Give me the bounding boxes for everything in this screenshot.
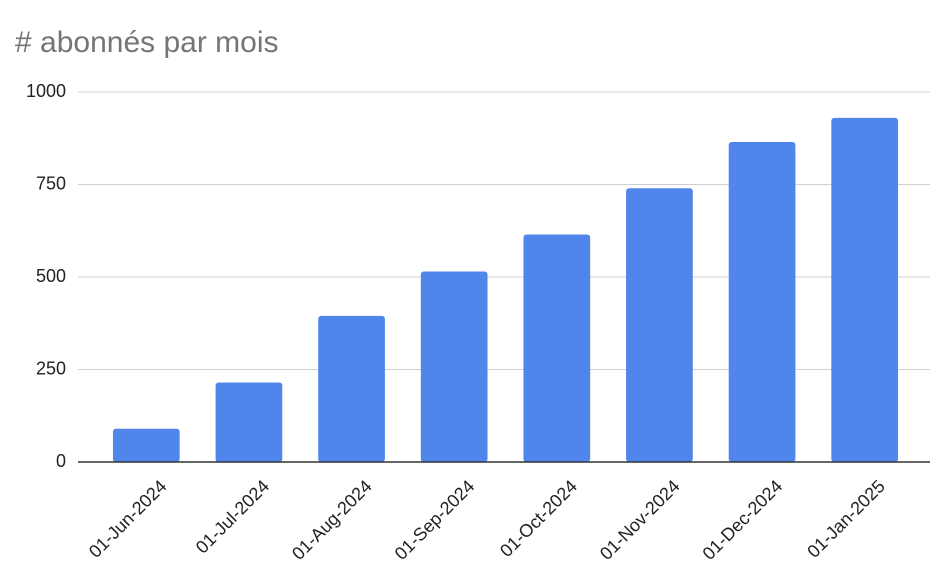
bar <box>523 234 591 462</box>
bar <box>728 141 796 462</box>
x-tick-label: 01-Dec-2024 <box>699 476 787 564</box>
bar <box>318 315 385 462</box>
x-tick-label: 01-Oct-2024 <box>496 476 581 561</box>
y-tick-label: 750 <box>36 173 66 193</box>
bar <box>420 271 488 462</box>
y-tick-label: 0 <box>56 451 66 471</box>
y-tick-label: 500 <box>36 266 66 286</box>
x-tick-label: 01-Sep-2024 <box>391 476 479 564</box>
x-tick-label: 01-Jul-2024 <box>192 476 273 557</box>
bar <box>626 188 693 462</box>
x-tick-label: 01-Jun-2024 <box>85 476 171 562</box>
x-tick-label: 01-Jan-2025 <box>803 476 889 562</box>
y-tick-label: 250 <box>36 358 66 378</box>
y-tick-label: 1000 <box>26 81 66 101</box>
bar <box>831 117 899 463</box>
chart-title: # abonnés par mois <box>15 26 279 59</box>
bar <box>215 382 283 462</box>
x-tick-label: 01-Nov-2024 <box>596 476 684 564</box>
x-tick-label: 01-Aug-2024 <box>288 476 376 564</box>
bar <box>112 428 180 462</box>
